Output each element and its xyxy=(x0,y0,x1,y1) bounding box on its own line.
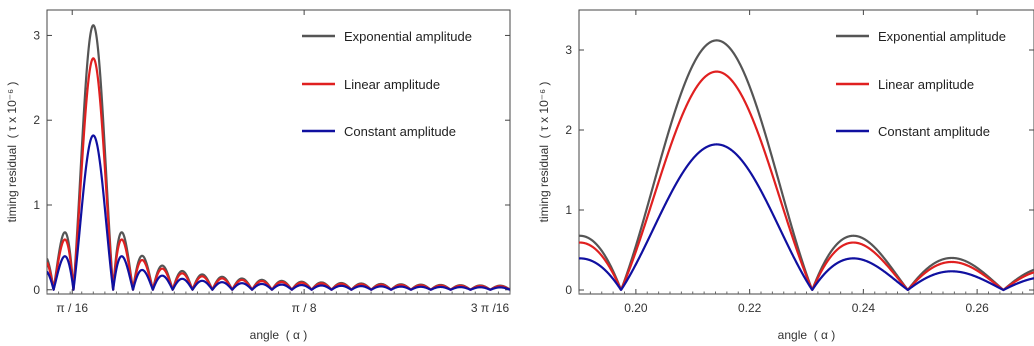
chart-right: 0 1 2 3 0.20 0.22 0.24 0.26 angle ( α ) timing re… xyxy=(537,9,1034,342)
series-group xyxy=(579,39,1034,292)
y-tick-label: 1 xyxy=(33,198,40,212)
x-tick-label: 0.22 xyxy=(738,301,762,315)
y-axis-label: timing residual ( τ x 10⁻⁶ ) xyxy=(5,82,19,223)
x-tick-label: 0.26 xyxy=(965,301,989,315)
series-line xyxy=(47,57,510,291)
y-tick-label: 0 xyxy=(33,283,40,297)
legend-label: Linear amplitude xyxy=(878,77,974,92)
x-tick-label: 0.20 xyxy=(624,301,648,315)
series-line xyxy=(47,134,510,291)
y-tick-label: 3 xyxy=(565,43,572,57)
series-line xyxy=(579,70,1034,292)
y-tick-label: 0 xyxy=(565,283,572,297)
series-line xyxy=(47,24,510,291)
chart-left: 0 1 2 3 π / 16 π / 8 3 π /16 angle ( α ) timing … xyxy=(5,9,511,342)
x-tick-label: π / 16 xyxy=(56,301,88,315)
x-tick-label: 3 π /16 xyxy=(471,301,510,315)
series-group xyxy=(47,24,510,291)
y-tick-label: 2 xyxy=(565,123,572,137)
legend-label: Constant amplitude xyxy=(878,124,990,139)
y-tick-label: 2 xyxy=(33,113,40,127)
legend-label: Exponential amplitude xyxy=(878,29,1006,44)
x-axis-label: angle ( α ) xyxy=(778,328,836,342)
plot-frame xyxy=(578,9,1034,295)
series-line xyxy=(579,143,1034,292)
legend-label: Exponential amplitude xyxy=(344,29,472,44)
y-axis-label: timing residual ( τ x 10⁻⁶ ) xyxy=(537,82,551,223)
y-tick-label: 1 xyxy=(565,203,572,217)
x-axis-label: angle ( α ) xyxy=(250,328,308,342)
y-tick-label: 3 xyxy=(33,28,40,42)
x-tick-label: 0.24 xyxy=(852,301,876,315)
legend-label: Linear amplitude xyxy=(344,77,440,92)
legend-label: Constant amplitude xyxy=(344,124,456,139)
x-tick-label: π / 8 xyxy=(292,301,317,315)
